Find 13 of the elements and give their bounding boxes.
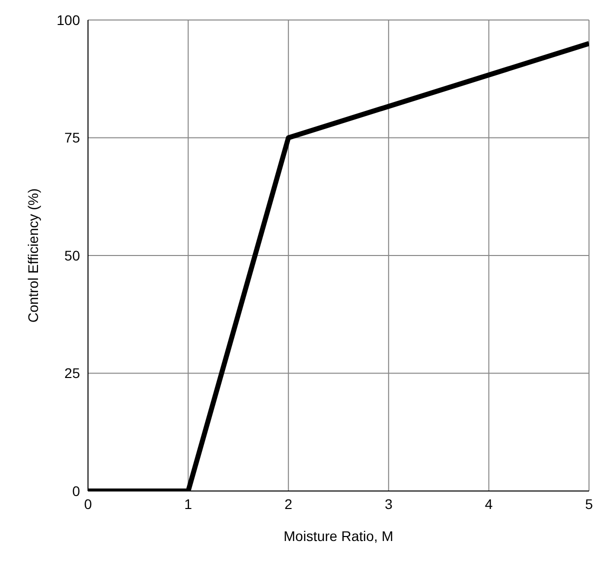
x-tick-label: 3 (384, 496, 393, 512)
y-tick-label: 25 (64, 365, 80, 382)
y-tick-label: 0 (72, 482, 80, 499)
y-tick-label: 100 (56, 12, 80, 28)
x-tick-label: 5 (585, 496, 594, 512)
x-tick-label: 1 (184, 496, 192, 512)
x-tick-label: 4 (484, 496, 493, 512)
y-tick-label: 75 (64, 130, 80, 146)
y-axis-title: Control Efficiency (%) (24, 188, 41, 323)
y-tick-label: 50 (64, 247, 80, 264)
x-tick-label: 2 (284, 496, 292, 512)
x-tick-label: 0 (84, 496, 92, 512)
x-axis-title: Moisture Ratio, M (284, 528, 394, 544)
